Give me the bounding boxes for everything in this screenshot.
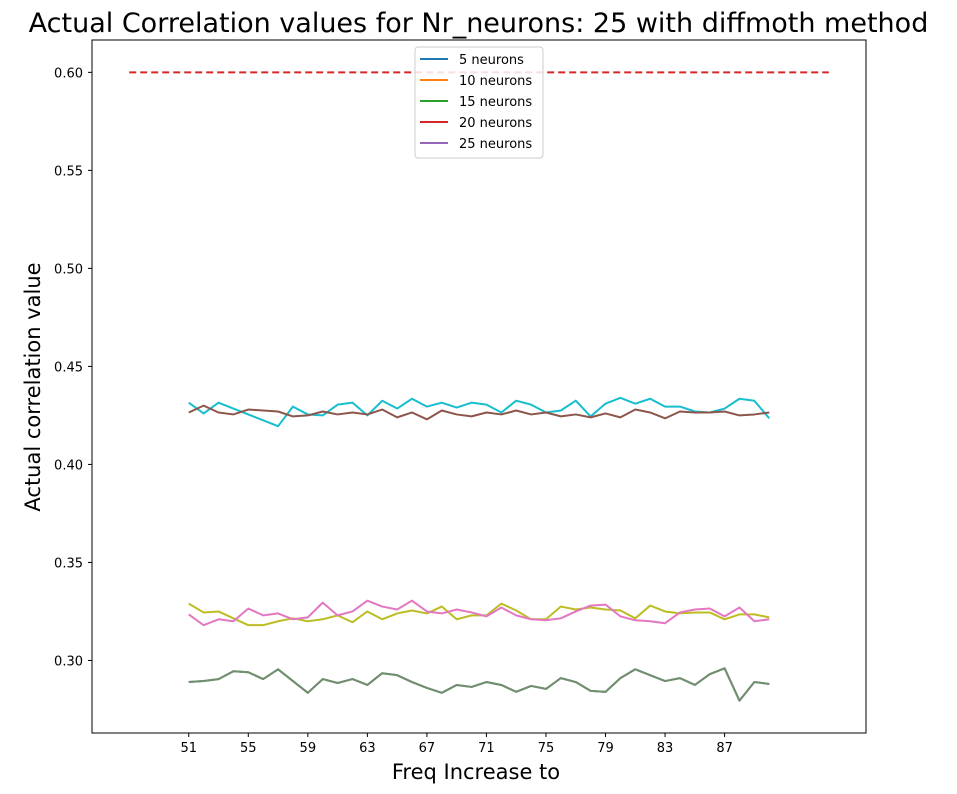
x-tick-label: 75 <box>538 741 555 756</box>
y-tick-label: 0.30 <box>54 654 83 669</box>
x-tick-label: 55 <box>240 741 257 756</box>
x-tick-label: 71 <box>478 741 495 756</box>
legend-label: 20 neurons <box>459 116 532 131</box>
axis-layer: 51 55 59 63 67 71 75 79 83 87 0.30 0.35 0.40 0.45 0.50… <box>54 66 733 756</box>
x-tick-label: 87 <box>716 741 733 756</box>
y-axis-label: Actual correlation value <box>21 262 45 511</box>
legend-label: 25 neurons <box>459 137 532 152</box>
x-tick-label: 67 <box>419 741 436 756</box>
legend-label: 5 neurons <box>459 53 524 68</box>
series-line-4 <box>188 599 770 627</box>
x-tick-label: 63 <box>359 741 376 756</box>
series-layer <box>188 396 771 702</box>
x-axis-label: Freq Increase to <box>392 760 560 784</box>
x-tick-label: 83 <box>657 741 674 756</box>
x-tick-label: 79 <box>597 741 614 756</box>
y-tick-label: 0.35 <box>54 556 83 571</box>
legend-label: 10 neurons <box>459 74 532 89</box>
y-tick-label: 0.45 <box>54 360 83 375</box>
series-line-6 <box>188 667 770 702</box>
series-line-2 <box>188 404 770 421</box>
y-tick-label: 0.60 <box>54 66 83 81</box>
legend: 5 neurons 10 neurons 15 neurons 20 neurons 2… <box>414 46 544 159</box>
y-tick-label: 0.55 <box>54 164 83 179</box>
x-tick-label: 59 <box>300 741 317 756</box>
plot-frame <box>91 39 867 734</box>
y-tick-label: 0.50 <box>54 262 83 277</box>
x-tick-label: 51 <box>180 741 197 756</box>
y-tick-label: 0.40 <box>54 458 83 473</box>
legend-box <box>414 46 544 159</box>
chart-title: Actual Correlation values for Nr_neurons… <box>29 8 929 39</box>
legend-label: 15 neurons <box>459 95 532 110</box>
series-line-1 <box>188 396 771 428</box>
